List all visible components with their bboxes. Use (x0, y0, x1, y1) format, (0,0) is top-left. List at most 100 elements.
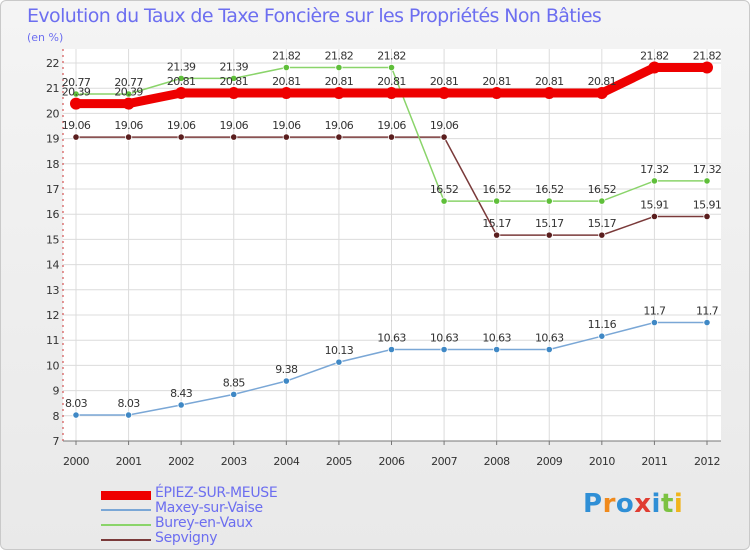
data-label: 11.16 (588, 318, 617, 331)
y-tick-label: 21 (46, 82, 59, 95)
data-label: 20.39 (114, 86, 143, 99)
data-label: 19.06 (430, 119, 459, 132)
data-label: 20.81 (588, 75, 617, 88)
chart-title: Evolution du Taux de Taxe Foncière sur l… (27, 5, 602, 27)
x-tick-label: 2001 (116, 455, 142, 468)
data-label: 16.52 (588, 183, 617, 196)
y-tick-label: 19 (46, 133, 59, 146)
data-point (175, 86, 188, 99)
y-tick-label: 22 (46, 57, 59, 70)
legend-swatch (101, 539, 151, 541)
data-label: 8.85 (223, 376, 246, 389)
data-label: 19.06 (377, 119, 406, 132)
data-point (124, 411, 133, 419)
y-tick-label: 12 (46, 309, 59, 322)
data-point (335, 358, 343, 366)
series-sepvigny (72, 133, 711, 239)
data-point (543, 86, 556, 99)
logo-letter: o (615, 489, 635, 519)
x-tick-label: 2007 (431, 455, 457, 468)
legend-label: Sepvigny (155, 530, 218, 546)
x-tick-label: 2002 (168, 455, 194, 468)
data-point (598, 197, 606, 205)
data-point (701, 61, 713, 74)
data-label: 20.81 (167, 75, 196, 88)
data-point (230, 133, 238, 141)
data-label: 20.81 (377, 75, 406, 88)
data-point (493, 197, 501, 205)
x-tick-label: 2009 (536, 455, 562, 468)
data-point (387, 63, 396, 72)
legend-swatch (101, 491, 151, 500)
data-point (70, 97, 82, 110)
series-maxey-sur-vaise (72, 318, 711, 419)
x-tick-label: 2006 (379, 455, 405, 468)
data-label: 16.52 (535, 183, 564, 196)
y-tick-label: 20 (46, 107, 59, 120)
data-point (598, 231, 606, 239)
data-label: 21.39 (167, 60, 196, 73)
data-point (440, 197, 448, 205)
y-tick-label: 7 (53, 435, 60, 448)
data-point (387, 345, 396, 354)
data-label: 8.43 (170, 387, 193, 400)
data-label: 20.77 (114, 76, 143, 89)
data-point (438, 86, 451, 99)
data-label: 20.81 (430, 75, 459, 88)
data-label: 15.91 (693, 198, 722, 211)
logo-letter: r (602, 489, 616, 519)
data-label: 10.63 (377, 332, 406, 345)
data-label: 15.17 (482, 217, 511, 230)
y-tick-label: 15 (46, 233, 59, 246)
legend-item: Maxey-sur-Vaise (101, 500, 361, 516)
data-point (440, 345, 448, 354)
data-label: 19.06 (325, 119, 354, 132)
legend-label: ÉPIEZ-SUR-MEUSE (155, 485, 278, 501)
data-point (122, 97, 135, 110)
data-label: 16.52 (430, 183, 459, 196)
legend-item: ÉPIEZ-SUR-MEUSE (101, 485, 361, 501)
data-label: 20.81 (220, 75, 249, 88)
data-point (230, 74, 238, 82)
data-point (648, 61, 661, 74)
data-point (493, 231, 501, 239)
data-label: 10.63 (430, 332, 459, 345)
data-point (650, 177, 659, 185)
data-label: 19.06 (272, 119, 301, 132)
y-tick-label: 16 (46, 208, 59, 221)
data-point (282, 377, 290, 385)
data-label: 21.39 (220, 60, 249, 73)
data-label: 20.77 (62, 76, 91, 89)
data-label: 19.06 (62, 119, 91, 132)
data-point (282, 63, 290, 72)
data-point (440, 133, 448, 141)
data-point (385, 86, 398, 99)
data-point (280, 86, 293, 99)
legend-swatch (101, 524, 151, 526)
data-label: 21.82 (640, 50, 669, 63)
data-label: 20.39 (62, 86, 91, 99)
data-label: 16.52 (482, 183, 511, 196)
data-point (545, 345, 553, 354)
legend-item: Burey-en-Vaux (101, 515, 361, 531)
legend-item: Sepvigny (101, 530, 361, 546)
data-label: 20.81 (482, 75, 511, 88)
data-label: 15.17 (535, 217, 564, 230)
data-point (598, 332, 606, 340)
x-tick-label: 2003 (221, 455, 247, 468)
x-tick-label: 2010 (589, 455, 615, 468)
data-label: 21.82 (693, 50, 722, 63)
legend-swatch (101, 509, 151, 511)
data-point (177, 74, 185, 82)
data-label: 11.7 (643, 305, 666, 318)
data-point (124, 133, 133, 141)
series--piez-sur-meuse (70, 61, 713, 110)
data-label: 19.06 (220, 119, 249, 132)
data-label: 8.03 (65, 397, 88, 410)
x-tick-label: 2008 (484, 455, 510, 468)
x-tick-label: 2012 (694, 455, 720, 468)
data-point (177, 401, 185, 409)
data-point (282, 133, 290, 141)
